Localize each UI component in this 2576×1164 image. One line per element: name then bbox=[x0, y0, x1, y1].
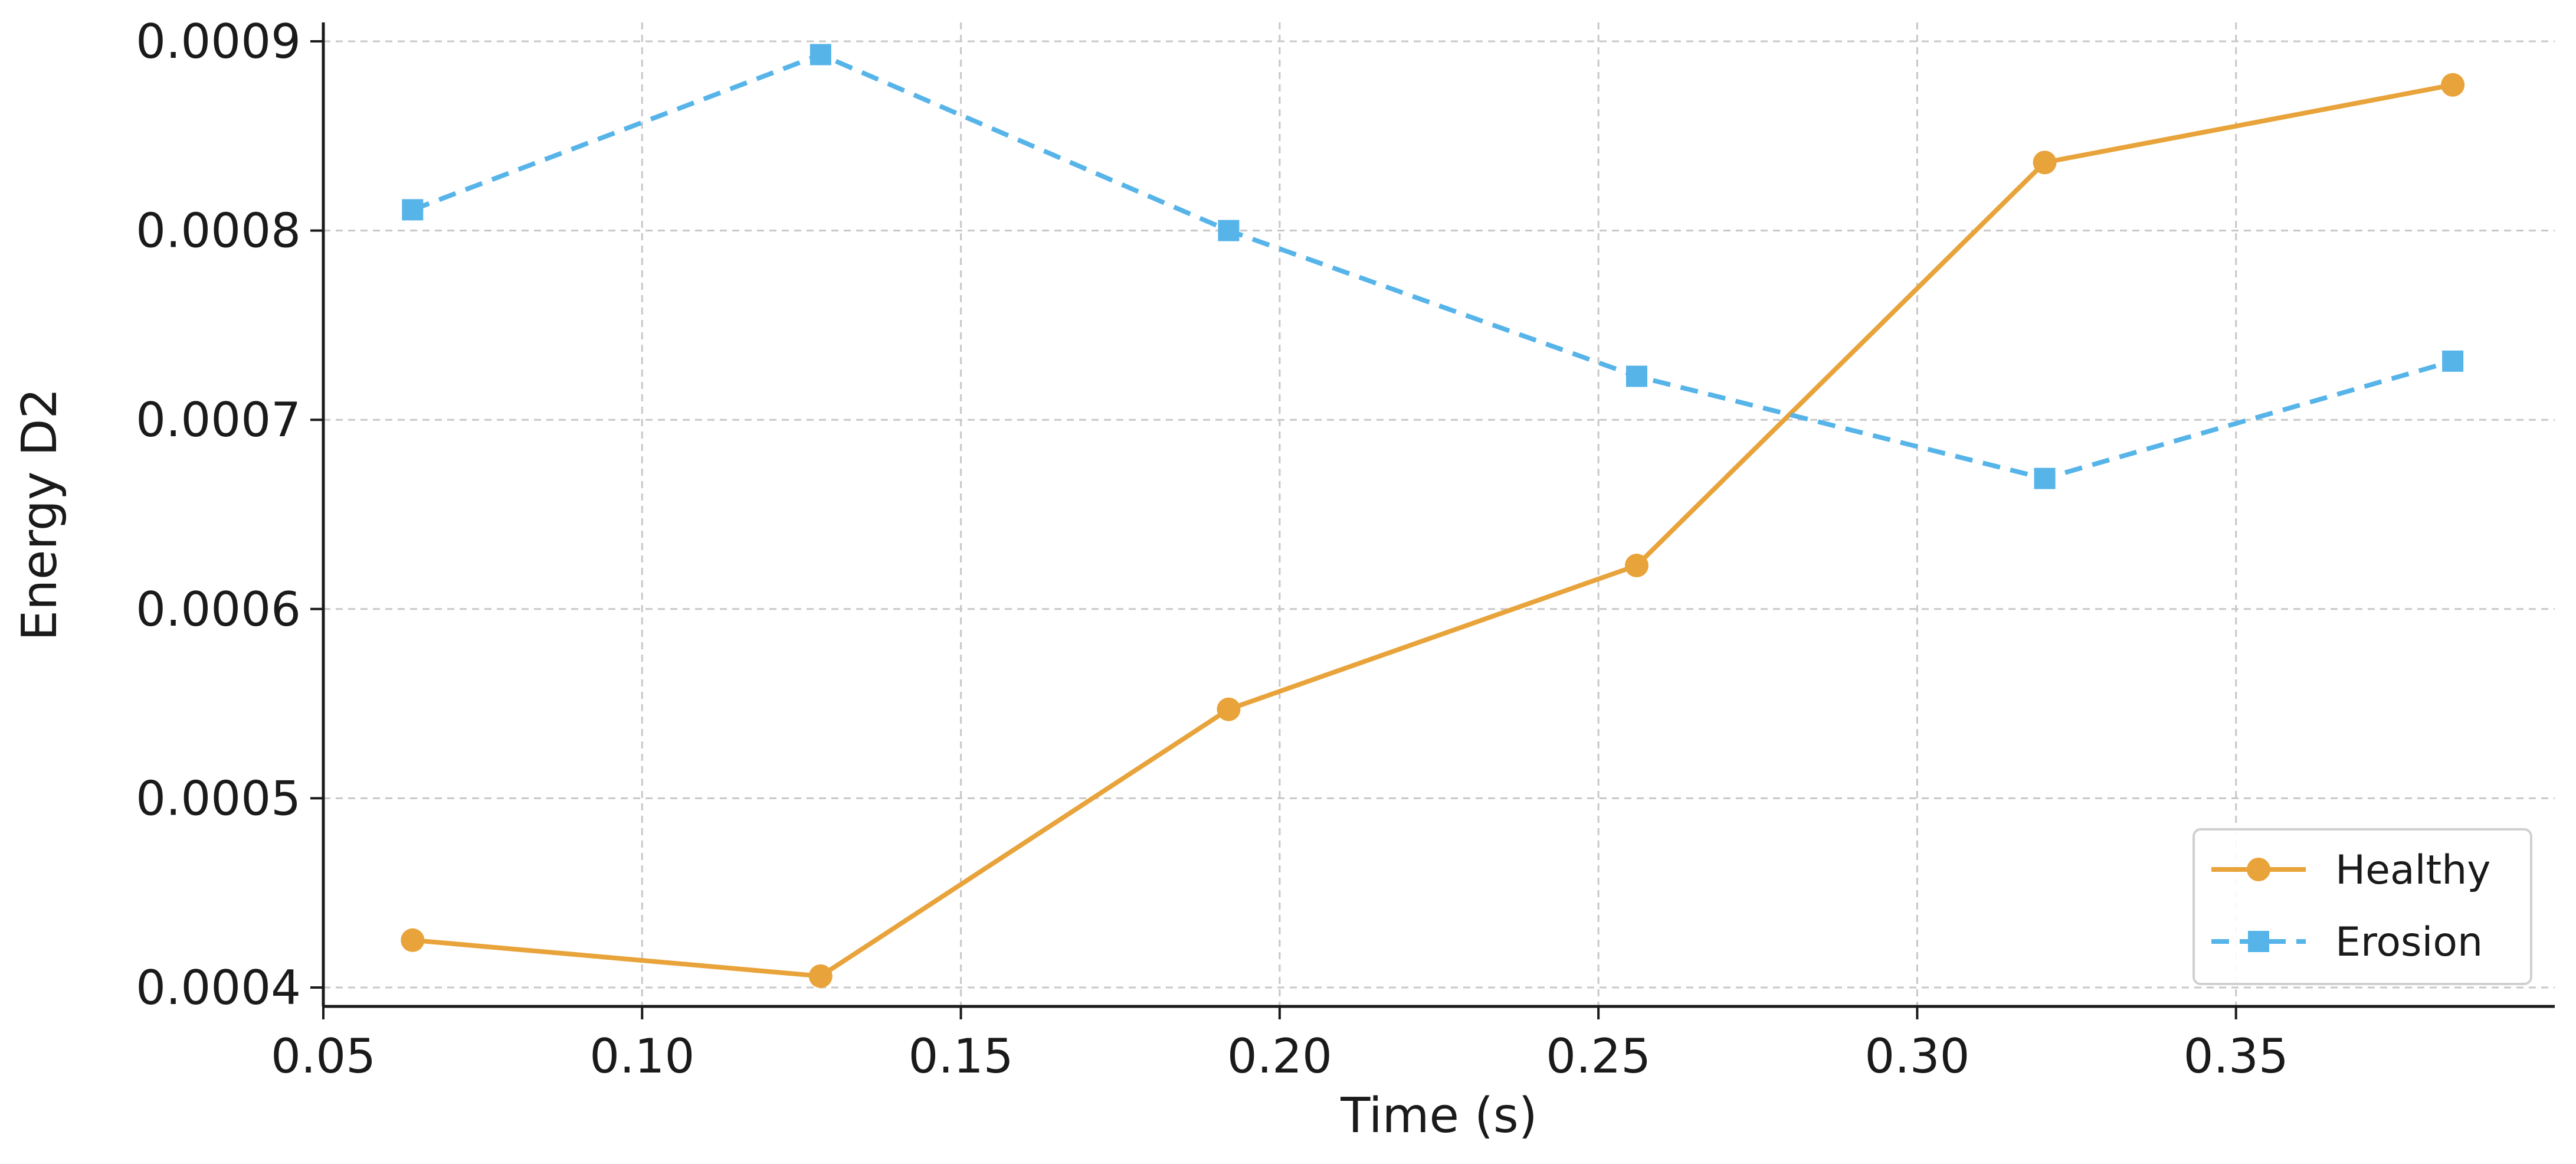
legend-marker-healthy bbox=[2247, 858, 2270, 881]
x-tick-label: 0.25 bbox=[1546, 1029, 1651, 1084]
data-point-erosion bbox=[2442, 350, 2464, 372]
x-tick-label: 0.10 bbox=[589, 1029, 694, 1084]
data-point-erosion bbox=[402, 199, 424, 221]
y-tick-label: 0.0006 bbox=[136, 582, 301, 637]
data-point-healthy bbox=[808, 964, 833, 988]
data-point-erosion bbox=[1218, 220, 1240, 241]
legend-marker-erosion bbox=[2248, 931, 2269, 952]
y-tick-label: 0.0005 bbox=[136, 771, 301, 826]
data-point-healthy bbox=[2033, 151, 2057, 175]
data-point-erosion bbox=[809, 44, 831, 66]
x-tick-label: 0.15 bbox=[909, 1029, 1014, 1084]
y-tick-label: 0.0008 bbox=[136, 204, 301, 259]
x-tick-label: 0.20 bbox=[1227, 1029, 1332, 1084]
y-tick-label: 0.0004 bbox=[136, 960, 301, 1015]
axes bbox=[310, 22, 2555, 1019]
series-line-erosion bbox=[411, 52, 2454, 481]
x-tick-label: 0.05 bbox=[271, 1029, 376, 1084]
data-point-healthy bbox=[401, 928, 425, 952]
x-tick-label: 0.30 bbox=[1864, 1029, 1969, 1084]
legend-label-healthy: Healthy bbox=[2335, 847, 2491, 894]
x-tick-label: 0.35 bbox=[2184, 1029, 2289, 1084]
series-layer bbox=[401, 44, 2465, 988]
y-tick-label: 0.0009 bbox=[136, 14, 301, 69]
data-point-healthy bbox=[1217, 697, 1241, 721]
tick-labels: 0.05 0.10 0.15 0.20 0.25 0.30 0.35 0.0004 0.0005… bbox=[136, 14, 2289, 1084]
legend-label-erosion: Erosion bbox=[2335, 919, 2483, 966]
data-point-healthy bbox=[2441, 73, 2465, 97]
data-point-healthy bbox=[1624, 554, 1648, 578]
y-axis-label: Energy D2 bbox=[12, 388, 68, 640]
data-point-erosion bbox=[1625, 365, 1647, 387]
series-line-healthy bbox=[412, 82, 2453, 979]
y-tick-label: 0.0007 bbox=[136, 393, 301, 447]
data-point-erosion bbox=[2034, 467, 2056, 489]
x-axis-label: Time (s) bbox=[1340, 1088, 1537, 1144]
legend: Healthy Erosion bbox=[2192, 828, 2532, 985]
